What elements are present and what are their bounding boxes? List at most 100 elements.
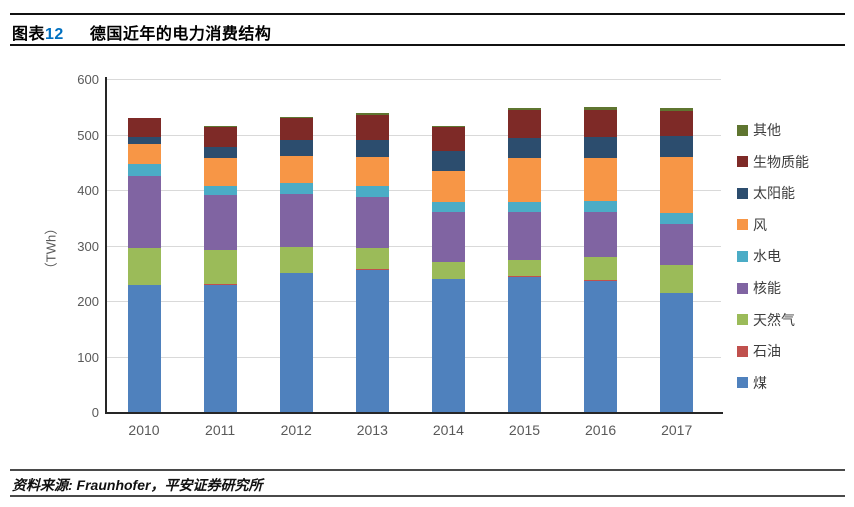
bar-segment-nuclear <box>127 176 161 249</box>
legend-swatch-hydro <box>737 250 748 262</box>
y-axis-title: （TWh） <box>43 221 59 276</box>
legend-swatch-solar <box>737 187 748 199</box>
bar-segment-biomass <box>660 111 694 136</box>
bar-segment-coal <box>355 269 389 412</box>
bar-segment-other <box>203 126 237 127</box>
legend-swatch-coal <box>737 377 748 389</box>
bar-segment-biomass <box>127 118 161 138</box>
bar-segment-solar <box>584 137 618 158</box>
bar-segment-solar <box>660 135 694 157</box>
legend-label: 太阳能 <box>753 185 795 202</box>
legend-item-coal: 煤 <box>737 373 767 393</box>
bar-2017 <box>660 108 694 412</box>
bar-segment-gas <box>355 248 389 270</box>
bar-segment-coal <box>127 285 161 412</box>
x-tick-label: 2013 <box>356 422 388 438</box>
x-tick-label: 2012 <box>280 422 312 438</box>
x-axis-line <box>105 412 723 414</box>
bar-segment-oil <box>660 292 694 294</box>
bar-segment-solar <box>279 140 313 156</box>
bar-segment-wind <box>355 157 389 186</box>
bar-segment-solar <box>431 151 465 171</box>
bar-segment-other <box>660 108 694 112</box>
x-tick-label: 2014 <box>432 422 464 438</box>
bar-segment-gas <box>203 250 237 285</box>
legend-swatch-nuclear <box>737 282 748 294</box>
y-tick-label: 300 <box>77 238 99 254</box>
bar-segment-oil <box>127 284 161 286</box>
bar-segment-other <box>508 107 541 111</box>
bar-segment-gas <box>660 264 694 293</box>
bar-segment-oil <box>431 278 465 280</box>
x-tick-label: 2011 <box>205 422 236 438</box>
bar-segment-other <box>431 125 465 127</box>
legend-item-oil: 石油 <box>737 341 781 361</box>
figure-label-prefix: 图表 <box>12 26 46 43</box>
y-tick-label: 100 <box>77 349 99 365</box>
bar-segment-coal <box>431 279 465 412</box>
bar-segment-oil <box>355 269 389 270</box>
legend-label: 风 <box>753 216 767 233</box>
y-tick-label: 500 <box>77 127 99 143</box>
bar-2015 <box>508 107 541 412</box>
bar-segment-other <box>279 116 313 118</box>
figure-title-row: 图表12 德国近年的电力消费结构 <box>12 20 271 44</box>
legend-item-other: 其他 <box>737 120 781 140</box>
bar-segment-hydro <box>508 201 541 213</box>
bar-segment-wind <box>127 143 161 164</box>
bar-segment-coal <box>203 284 237 412</box>
bar-segment-other <box>355 113 389 115</box>
bar-segment-wind <box>660 156 694 214</box>
bar-segment-hydro <box>431 202 465 213</box>
footer-top-rule <box>10 469 845 471</box>
bar-segment-hydro <box>355 185 389 198</box>
source-note: 资料来源: Fraunhofer，平安证券研究所 <box>12 477 263 493</box>
legend-swatch-oil <box>737 345 748 357</box>
bar-segment-biomass <box>584 109 618 138</box>
bar-segment-coal <box>508 276 541 412</box>
header-bottom-rule <box>10 44 845 46</box>
y-tick-label: 400 <box>77 183 99 198</box>
footer-bottom-rule <box>10 495 845 497</box>
bar-segment-coal <box>279 273 313 412</box>
bar-segment-solar <box>203 146 237 159</box>
bar-segment-hydro <box>203 185 237 195</box>
bar-segment-hydro <box>127 163 161 177</box>
bar-segment-nuclear <box>203 194 237 251</box>
bar-segment-oil <box>279 272 313 274</box>
bar-segment-gas <box>431 261 465 279</box>
bar-segment-biomass <box>431 126 465 152</box>
grid-line <box>107 245 721 247</box>
bar-2016 <box>584 107 618 412</box>
bar-2010 <box>127 117 161 412</box>
grid-line <box>107 79 721 80</box>
bar-2012 <box>279 116 313 412</box>
legend-swatch-gas <box>737 314 748 326</box>
legend-label: 生物质能 <box>753 153 809 170</box>
bar-segment-biomass <box>203 126 237 147</box>
legend-label: 煤 <box>753 374 767 391</box>
bar-segment-hydro <box>660 213 694 224</box>
bar-segment-hydro <box>279 183 313 195</box>
bar-segment-other <box>584 107 618 110</box>
bar-segment-other <box>127 117 161 119</box>
bar-segment-biomass <box>508 110 541 138</box>
y-tick-label: 0 <box>91 405 99 420</box>
bar-segment-solar <box>355 140 389 158</box>
bar-segment-biomass <box>355 114 389 141</box>
bar-segment-nuclear <box>355 197 389 249</box>
bar-segment-gas <box>127 248 161 285</box>
bar-segment-nuclear <box>508 212 541 261</box>
bar-segment-gas <box>508 260 541 276</box>
chart-legend: 其他 生物质能 太阳能风水电 核能 天然气 石油煤 <box>737 0 852 507</box>
legend-swatch-wind <box>737 219 748 231</box>
grid-line <box>107 134 721 136</box>
bar-2014 <box>431 125 465 412</box>
bar-segment-wind <box>279 155 313 184</box>
y-tick-label: 200 <box>77 294 99 309</box>
grid-line <box>107 190 721 191</box>
y-tick-label: 600 <box>77 72 99 87</box>
bar-segment-coal <box>584 280 618 412</box>
